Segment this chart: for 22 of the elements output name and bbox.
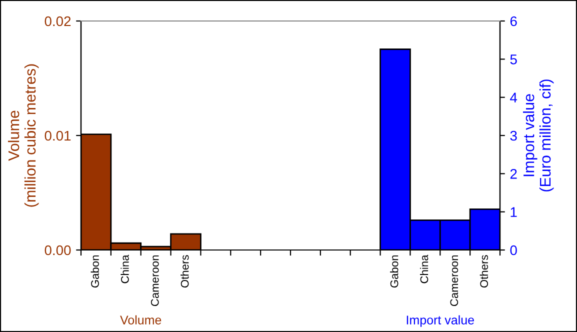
y2-tick-label: 6 <box>510 16 517 26</box>
y-tick-label: 0.00 <box>44 245 71 256</box>
y-tick-label: 0.02 <box>44 16 71 26</box>
x-tick-label: Gabon <box>390 255 398 288</box>
y2-axis-title: Import value (Euro million, cif) <box>523 80 554 192</box>
text: Import value <box>406 315 474 327</box>
y2-tick-label: 5 <box>510 54 517 64</box>
y-axis-title: Volume (million cubic metres) <box>8 64 39 207</box>
x-tick-label: Gabon <box>90 255 99 288</box>
x-tick-label: Cameroon <box>450 255 458 306</box>
y2-tick-label: 4 <box>510 92 518 102</box>
x-tick-label: China <box>120 254 129 284</box>
x-tick-label: Others <box>180 255 189 288</box>
x-tick-label: China <box>420 254 428 284</box>
x-tick-label: Others <box>480 255 488 288</box>
x-tick-label: Cameroon <box>150 255 159 306</box>
text: Volume <box>120 315 162 324</box>
y2-tick-label: 1 <box>510 207 517 217</box>
y2-tick-label: 2 <box>510 169 517 179</box>
y-tick-label: 0.01 <box>44 130 71 141</box>
y2-tick-label: 3 <box>510 130 517 141</box>
y2-tick-label: 0 <box>510 245 517 256</box>
